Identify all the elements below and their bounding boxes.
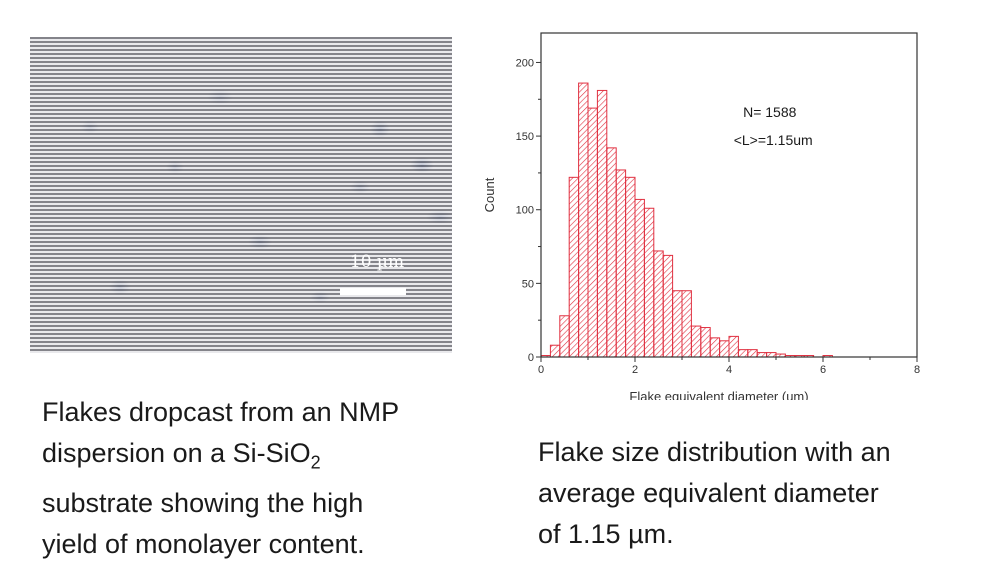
caption-left-line: substrate showing the high: [42, 488, 364, 519]
histogram-bar: [587, 107, 598, 358]
histogram-bar: [606, 147, 617, 358]
caption-right-line: of 1.15 µm.: [538, 519, 674, 549]
x-tick-label: 8: [914, 364, 920, 376]
histogram-bar: [625, 176, 636, 358]
caption-right-line: Flake size distribution with an: [538, 437, 891, 467]
x-tick-label: 0: [538, 364, 544, 376]
scale-bar-label: 10 µm: [349, 252, 405, 272]
caption-micrograph: Flakes dropcast from an NMP dispersion o…: [42, 392, 462, 565]
caption-left-line: yield of monolayer content.: [42, 529, 365, 560]
x-tick-label: 2: [632, 364, 638, 376]
histogram-bar: [643, 207, 655, 358]
histogram-bars: [540, 82, 833, 358]
x-tick-label: 4: [726, 364, 732, 376]
annotation-sample-count: N= 1588: [743, 104, 797, 120]
x-tick-label: 6: [820, 364, 826, 376]
y-tick-label: 150: [516, 131, 534, 143]
histogram-bar: [681, 290, 692, 358]
histogram-bar: [596, 89, 608, 358]
histogram-bar: [747, 349, 758, 358]
caption-right-line: average equivalent diameter: [538, 478, 879, 508]
histogram-bar: [662, 254, 674, 358]
histogram-bar: [766, 352, 777, 358]
annotation-mean-size: <L>=1.15um: [734, 132, 813, 148]
histogram-bar: [549, 344, 561, 358]
y-tick-label: 0: [528, 352, 534, 364]
histogram-bar: [578, 82, 589, 358]
y-tick-label: 200: [516, 57, 534, 69]
histogram-bar: [690, 325, 702, 358]
caption-left-line: dispersion on a Si-SiO2: [42, 433, 462, 483]
histogram-bar: [615, 169, 627, 358]
histogram-bar: [709, 337, 721, 358]
y-tick-label: 100: [516, 205, 534, 217]
histogram-bar: [568, 176, 580, 358]
caption-histogram: Flake size distribution with an average …: [538, 432, 978, 555]
caption-subscript: 2: [310, 452, 321, 473]
histogram-bar: [653, 250, 664, 358]
histogram-chart: 0 50 100 150 200 0 2 4 6 8 Count Flake equivalent…: [482, 32, 920, 400]
histogram-bar: [634, 198, 645, 358]
caption-left-text: dispersion on a Si-SiO: [42, 438, 311, 468]
histogram-bar: [737, 349, 749, 358]
scale-bar: [340, 288, 406, 295]
histogram-bar: [672, 290, 683, 358]
histogram-bar: [756, 352, 768, 358]
histogram-bar: [559, 315, 570, 358]
axes: 0 50 100 150 200 0 2 4 6 8: [516, 57, 920, 376]
y-axis-label: Count: [482, 177, 497, 212]
histogram-bar: [719, 340, 730, 358]
histogram-bar: [728, 335, 739, 358]
y-tick-label: 50: [522, 278, 534, 290]
histogram-bar: [700, 327, 711, 358]
x-axis-label: Flake equivalent diameter (um): [629, 389, 808, 400]
micrograph-image: [30, 37, 452, 353]
caption-left-line: Flakes dropcast from an NMP: [42, 397, 400, 427]
